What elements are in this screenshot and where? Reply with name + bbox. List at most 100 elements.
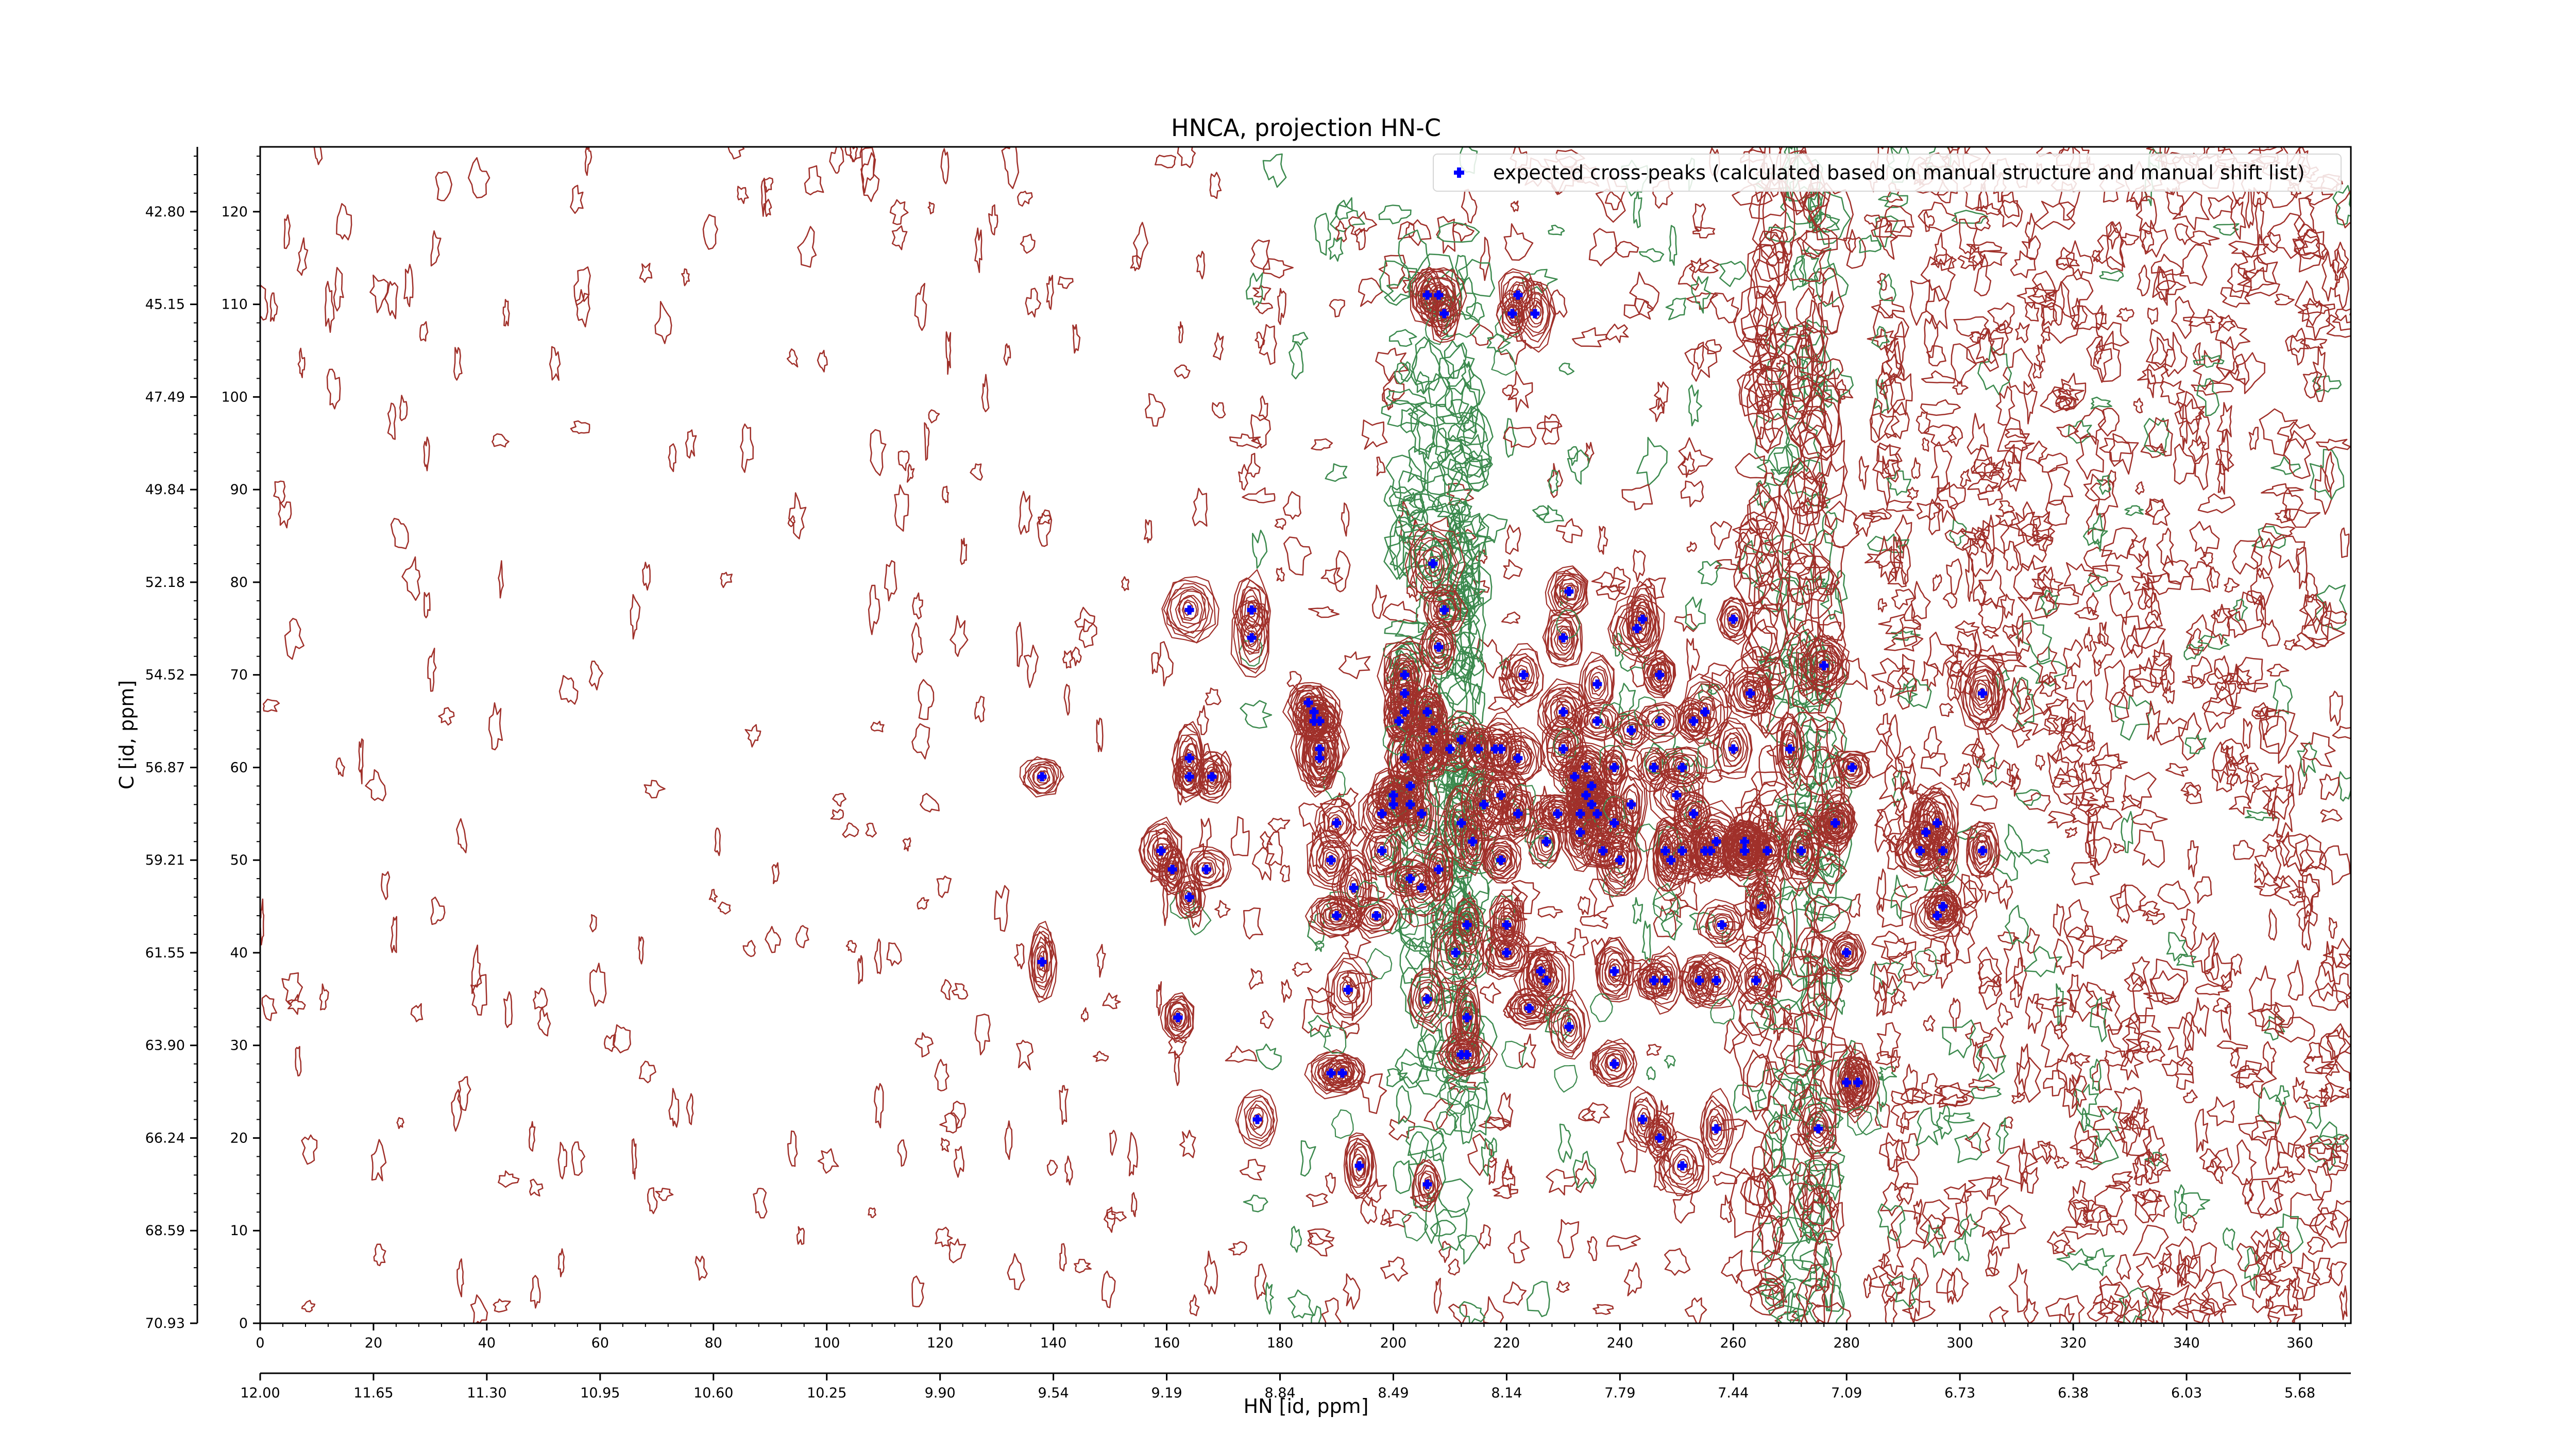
contour-line <box>1806 1187 1832 1227</box>
contour-line <box>1131 1192 1138 1218</box>
contour-line <box>1523 1001 1536 1015</box>
contour-line <box>1926 801 1949 842</box>
contour-line <box>1582 1102 1610 1124</box>
contour-line <box>2032 362 2044 379</box>
contour-line <box>1638 248 1665 263</box>
contour-line <box>2203 309 2224 334</box>
contour-line <box>1416 879 1428 897</box>
contour-line <box>1873 961 1889 1002</box>
contour-line <box>1398 909 1436 949</box>
contour-line <box>1801 634 1850 693</box>
contour-line <box>2008 1263 2028 1313</box>
contour-line <box>1400 496 1427 517</box>
contour-line <box>1314 212 1331 256</box>
contour-line <box>1816 717 1846 759</box>
contour-line <box>1843 229 1866 269</box>
contour-line <box>1325 463 1348 482</box>
contour-line <box>1616 1130 1638 1174</box>
legend-box <box>1433 154 2342 192</box>
contour-line <box>681 268 690 287</box>
contour-line <box>1654 381 1669 414</box>
contour-line <box>1331 816 1341 831</box>
contour-line <box>1646 657 1671 690</box>
contour-line <box>1749 883 1773 929</box>
contour-line <box>2109 1219 2128 1235</box>
contour-line <box>1382 857 1438 898</box>
contour-line <box>1581 654 1615 713</box>
contour-line <box>2136 1256 2163 1294</box>
contour-line <box>2144 1150 2157 1183</box>
contour-line <box>1558 362 1575 376</box>
contour-line <box>1702 963 1733 998</box>
contour-line <box>1690 276 1711 314</box>
contour-line <box>1862 512 1888 523</box>
contour-line <box>1879 217 1898 260</box>
contour-line <box>1948 997 1961 1033</box>
contour-line <box>1780 946 1814 987</box>
contour-line <box>1646 709 1671 730</box>
contour-line <box>1461 1006 1471 1027</box>
contour-line <box>1755 383 1788 421</box>
contour-line <box>869 429 887 476</box>
contour-line <box>1633 958 1675 1000</box>
contour-line <box>423 436 430 471</box>
contour-line <box>1507 1230 1530 1263</box>
contour-line <box>2104 660 2126 707</box>
cross-peak-marker <box>1388 790 1398 800</box>
cross-peak-marker <box>1638 614 1648 624</box>
contour-line <box>2290 327 2306 366</box>
contour-line <box>2146 1046 2165 1063</box>
contour-line <box>1433 856 1445 883</box>
contour-line <box>1876 1075 1887 1113</box>
cross-peak-marker <box>1916 846 1925 856</box>
contour-line <box>1916 411 1931 434</box>
contour-line <box>1740 625 1781 688</box>
contour-line <box>1071 646 1082 666</box>
contour-line <box>1803 644 1842 686</box>
contour-line <box>2047 466 2074 506</box>
cross-peak-marker <box>1814 1124 1823 1134</box>
contour-line <box>1246 452 1261 478</box>
contour-line <box>1989 1306 2009 1323</box>
contour-line <box>284 618 304 660</box>
contour-line <box>2065 827 2078 838</box>
contour-line <box>1673 758 1690 777</box>
contour-line <box>2114 1308 2147 1323</box>
contour-line <box>1543 799 1571 827</box>
contour-line <box>1492 1185 1519 1199</box>
x-ppm-tick-label: 11.65 <box>353 1385 393 1401</box>
contour-line <box>1960 469 1972 488</box>
contour-line <box>1813 965 1843 1021</box>
contour-line <box>589 914 597 933</box>
contour-line <box>2015 789 2041 806</box>
contour-line <box>1176 874 1201 919</box>
contour-line <box>1243 625 1259 653</box>
contour-line <box>654 300 672 344</box>
x-ppm-tick-label: 6.73 <box>1944 1385 1975 1401</box>
contour-line <box>1250 239 1270 270</box>
chart-title: HNCA, projection HN-C <box>1171 114 1441 142</box>
contour-line <box>2156 527 2174 566</box>
contour-line <box>2176 954 2197 968</box>
x-index-tick-label: 20 <box>365 1335 382 1351</box>
contour-line <box>1787 740 1827 798</box>
contour-line <box>1489 847 1512 872</box>
contour-line <box>1304 731 1334 787</box>
contour-line <box>2132 1154 2148 1186</box>
contour-line <box>1598 946 1630 997</box>
contour-line <box>1790 256 1807 291</box>
contour-line <box>1682 757 1700 794</box>
contour-line <box>1761 390 1786 443</box>
contour-line <box>1596 936 1635 1003</box>
contour-line <box>2094 935 2128 960</box>
contour-line <box>1422 704 1443 754</box>
contour-line <box>1971 1086 2002 1100</box>
contour-line <box>1248 1107 1264 1131</box>
contour-line <box>868 584 880 635</box>
contour-line <box>1680 480 1704 508</box>
contour-line <box>1567 446 1579 466</box>
contour-line <box>1618 774 1643 834</box>
contour-line <box>1995 511 2017 527</box>
contour-line <box>2016 613 2024 647</box>
contour-line <box>1588 228 1618 266</box>
